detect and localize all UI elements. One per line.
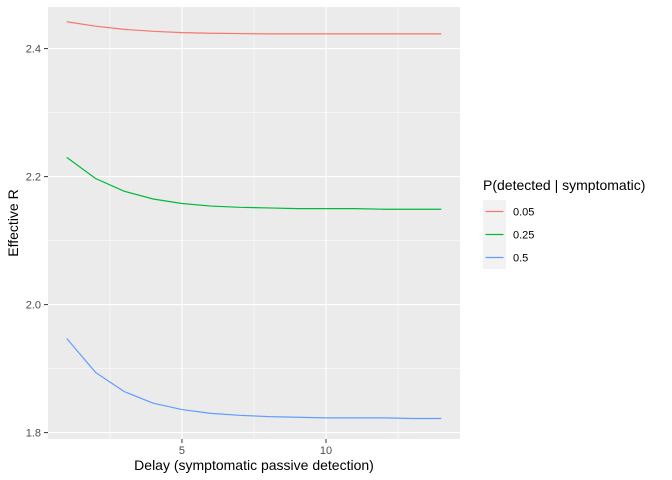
y-tick-label: 2.4 bbox=[26, 44, 41, 56]
y-axis-title: Effective R bbox=[5, 189, 21, 256]
series-lines bbox=[66, 21, 442, 420]
y-tick-label: 2.2 bbox=[26, 172, 41, 184]
x-axis-title: Delay (symptomatic passive detection) bbox=[134, 457, 374, 473]
x-tick-label: 5 bbox=[179, 445, 185, 457]
legend-title: P(detected | symptomatic) bbox=[483, 177, 645, 193]
y-tick-label: 2.0 bbox=[26, 300, 41, 312]
y-tick-label: 1.8 bbox=[26, 428, 41, 440]
x-tick-label: 10 bbox=[320, 445, 332, 457]
x-axis: 5 10 bbox=[179, 439, 332, 457]
legend-label-0.25: 0.25 bbox=[513, 230, 534, 242]
legend-label-0.05: 0.05 bbox=[513, 207, 534, 219]
legend: P(detected | symptomatic) 0.05 0.25 0.5 bbox=[483, 177, 645, 269]
grid-major bbox=[48, 7, 460, 439]
series-line-0.25 bbox=[66, 156, 442, 210]
series-line-0.05 bbox=[66, 21, 442, 35]
grid-minor bbox=[48, 7, 460, 439]
series-line-0.5 bbox=[66, 338, 442, 420]
y-axis: 1.8 2.0 2.2 2.4 bbox=[26, 44, 48, 440]
legend-keys: 0.05 0.25 0.5 bbox=[483, 200, 534, 269]
legend-label-0.5: 0.5 bbox=[513, 253, 528, 265]
